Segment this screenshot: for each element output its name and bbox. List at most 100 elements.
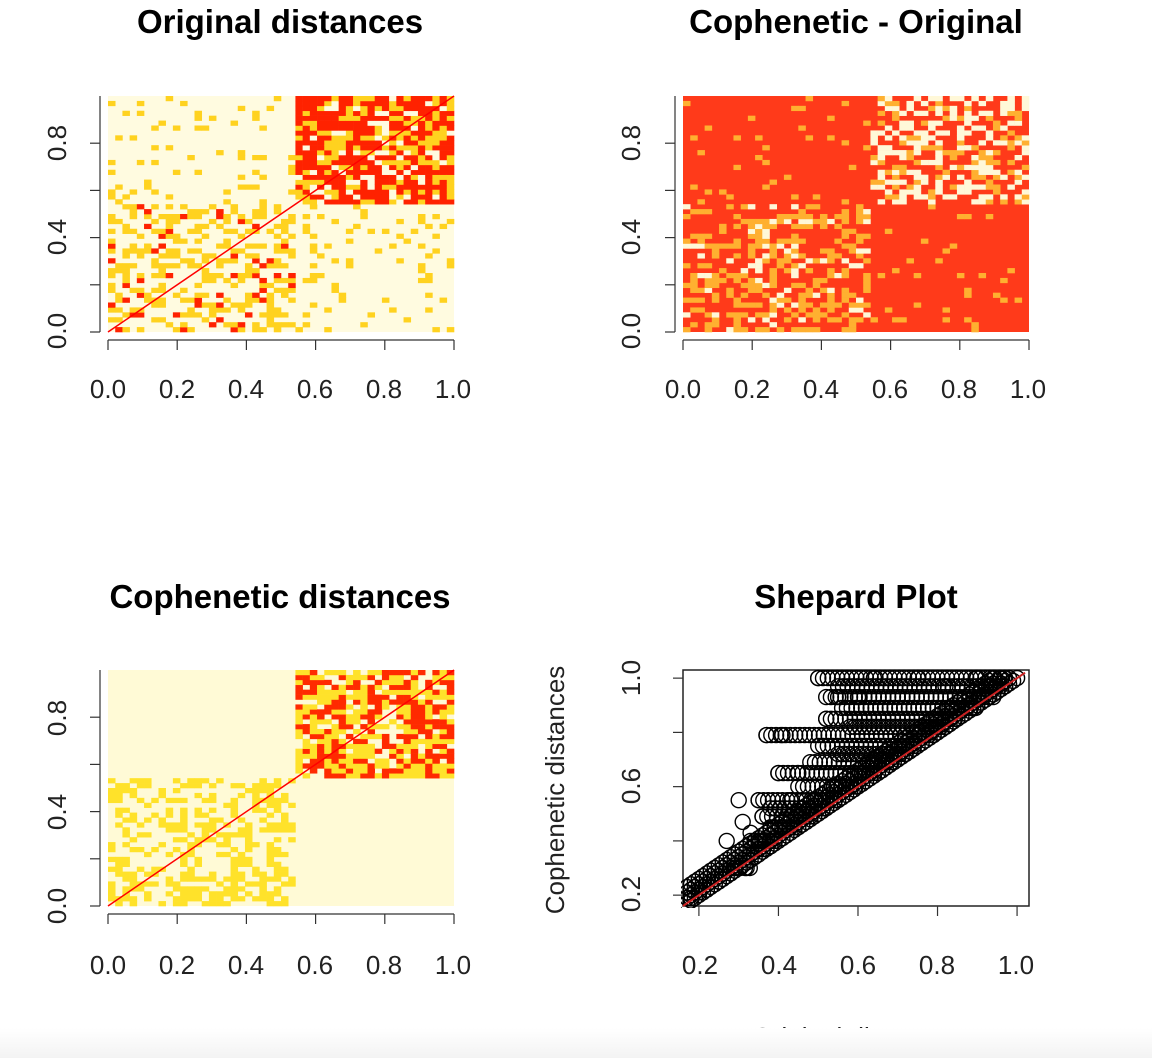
heatmap-cell	[252, 807, 260, 813]
heatmap-cell	[367, 96, 376, 102]
data-point	[806, 797, 823, 814]
heatmap-cell	[338, 155, 347, 161]
heatmap-cell	[439, 689, 448, 695]
heatmap-cell	[841, 228, 850, 234]
heatmap-cell	[1014, 297, 1023, 303]
heatmap-cell	[892, 130, 900, 136]
heatmap-cell	[856, 317, 864, 323]
heatmap-cell	[360, 194, 368, 200]
heatmap-cell	[389, 174, 397, 180]
heatmap-cell	[403, 174, 412, 180]
heatmap-cell	[870, 159, 878, 166]
heatmap-cell	[144, 896, 152, 902]
heatmap-cell	[704, 287, 713, 293]
chart-title: Shepard Plot	[754, 578, 958, 615]
heatmap-cell	[740, 273, 749, 279]
heatmap-cell	[446, 738, 455, 745]
heatmap-cell	[302, 277, 311, 284]
heatmap-cell	[345, 155, 354, 161]
heatmap-cell	[331, 218, 339, 225]
heatmap-cell	[439, 704, 448, 710]
heatmap-cell	[812, 218, 821, 225]
heatmap-cell	[769, 268, 778, 274]
heatmap-cell	[683, 282, 691, 289]
x-tick-label: 0.0	[90, 950, 126, 980]
heatmap-cell	[711, 282, 720, 289]
heatmap-cell	[913, 96, 922, 102]
heatmap-cell	[956, 140, 965, 146]
heatmap-cell	[870, 179, 878, 185]
heatmap-cell	[338, 689, 347, 695]
heatmap-cell	[309, 100, 318, 107]
heatmap-cell	[302, 199, 311, 205]
heatmap-cell	[295, 719, 303, 725]
heatmap-cell	[324, 758, 332, 764]
heatmap-cell	[884, 179, 893, 185]
heatmap-cell	[360, 159, 368, 166]
heatmap-cell	[899, 317, 907, 323]
heatmap-cell	[230, 204, 239, 210]
heatmap-cell	[410, 159, 419, 166]
heatmap-cell	[848, 327, 857, 333]
heatmap-cell	[223, 837, 231, 843]
heatmap-cell	[396, 670, 404, 676]
heatmap-cell	[892, 174, 900, 180]
heatmap-cell	[273, 312, 282, 318]
data-point	[782, 792, 799, 809]
heatmap-cell	[381, 199, 390, 205]
heatmap-cell	[1000, 105, 1008, 112]
heatmap-cell	[1007, 159, 1015, 166]
heatmap-cell	[273, 861, 282, 867]
heatmap-cell	[403, 155, 412, 161]
heatmap-cell	[906, 189, 914, 195]
heatmap-cell	[201, 876, 210, 882]
heatmap-cell	[317, 100, 325, 107]
heatmap-cell	[317, 273, 325, 279]
heatmap-cell	[856, 248, 864, 254]
data-point	[945, 702, 962, 719]
heatmap-cell	[417, 670, 426, 676]
heatmap-cell	[417, 189, 426, 195]
heatmap-cell	[1014, 120, 1023, 126]
heatmap-cell	[281, 871, 289, 877]
data-point	[787, 726, 804, 744]
heatmap-cell	[259, 788, 267, 794]
heatmap-cell	[295, 120, 303, 126]
heatmap-cell	[690, 273, 698, 279]
heatmap-cell	[353, 674, 361, 681]
heatmap-cell	[884, 135, 893, 141]
heatmap-cell	[367, 174, 376, 180]
heatmap-cell	[158, 120, 166, 126]
heatmap-cell	[252, 783, 260, 789]
heatmap-cell	[410, 105, 419, 112]
heatmap-cell	[288, 282, 296, 289]
heatmap-cell	[208, 807, 217, 813]
heatmap-cell	[964, 287, 972, 293]
heatmap-cell	[273, 891, 282, 897]
heatmap-cell	[877, 179, 886, 185]
heatmap-cell	[273, 258, 282, 264]
heatmap-cell	[331, 159, 339, 166]
heatmap-cell	[906, 140, 914, 146]
heatmap-cell	[425, 699, 433, 705]
heatmap-cell	[396, 763, 404, 769]
heatmap-cell	[273, 871, 282, 877]
heatmap-cell	[115, 856, 123, 863]
heatmap-cell	[309, 96, 318, 102]
heatmap-cell	[353, 150, 361, 156]
heatmap-cell	[338, 684, 347, 690]
y-tick-label: 0.4	[42, 794, 72, 830]
heatmap-cell	[935, 110, 943, 116]
data-point	[863, 726, 880, 744]
heatmap-cell	[899, 135, 907, 141]
heatmap-cell	[425, 179, 433, 185]
heatmap-cell	[949, 243, 958, 249]
heatmap-cell	[360, 753, 368, 759]
heatmap-cell	[360, 120, 368, 126]
heatmap-cell	[223, 228, 231, 234]
heatmap-cell	[324, 768, 332, 774]
heatmap-cell	[158, 287, 166, 293]
heatmap-cell	[410, 174, 419, 180]
heatmap-cell	[208, 273, 217, 279]
heatmap-cell	[704, 209, 713, 215]
